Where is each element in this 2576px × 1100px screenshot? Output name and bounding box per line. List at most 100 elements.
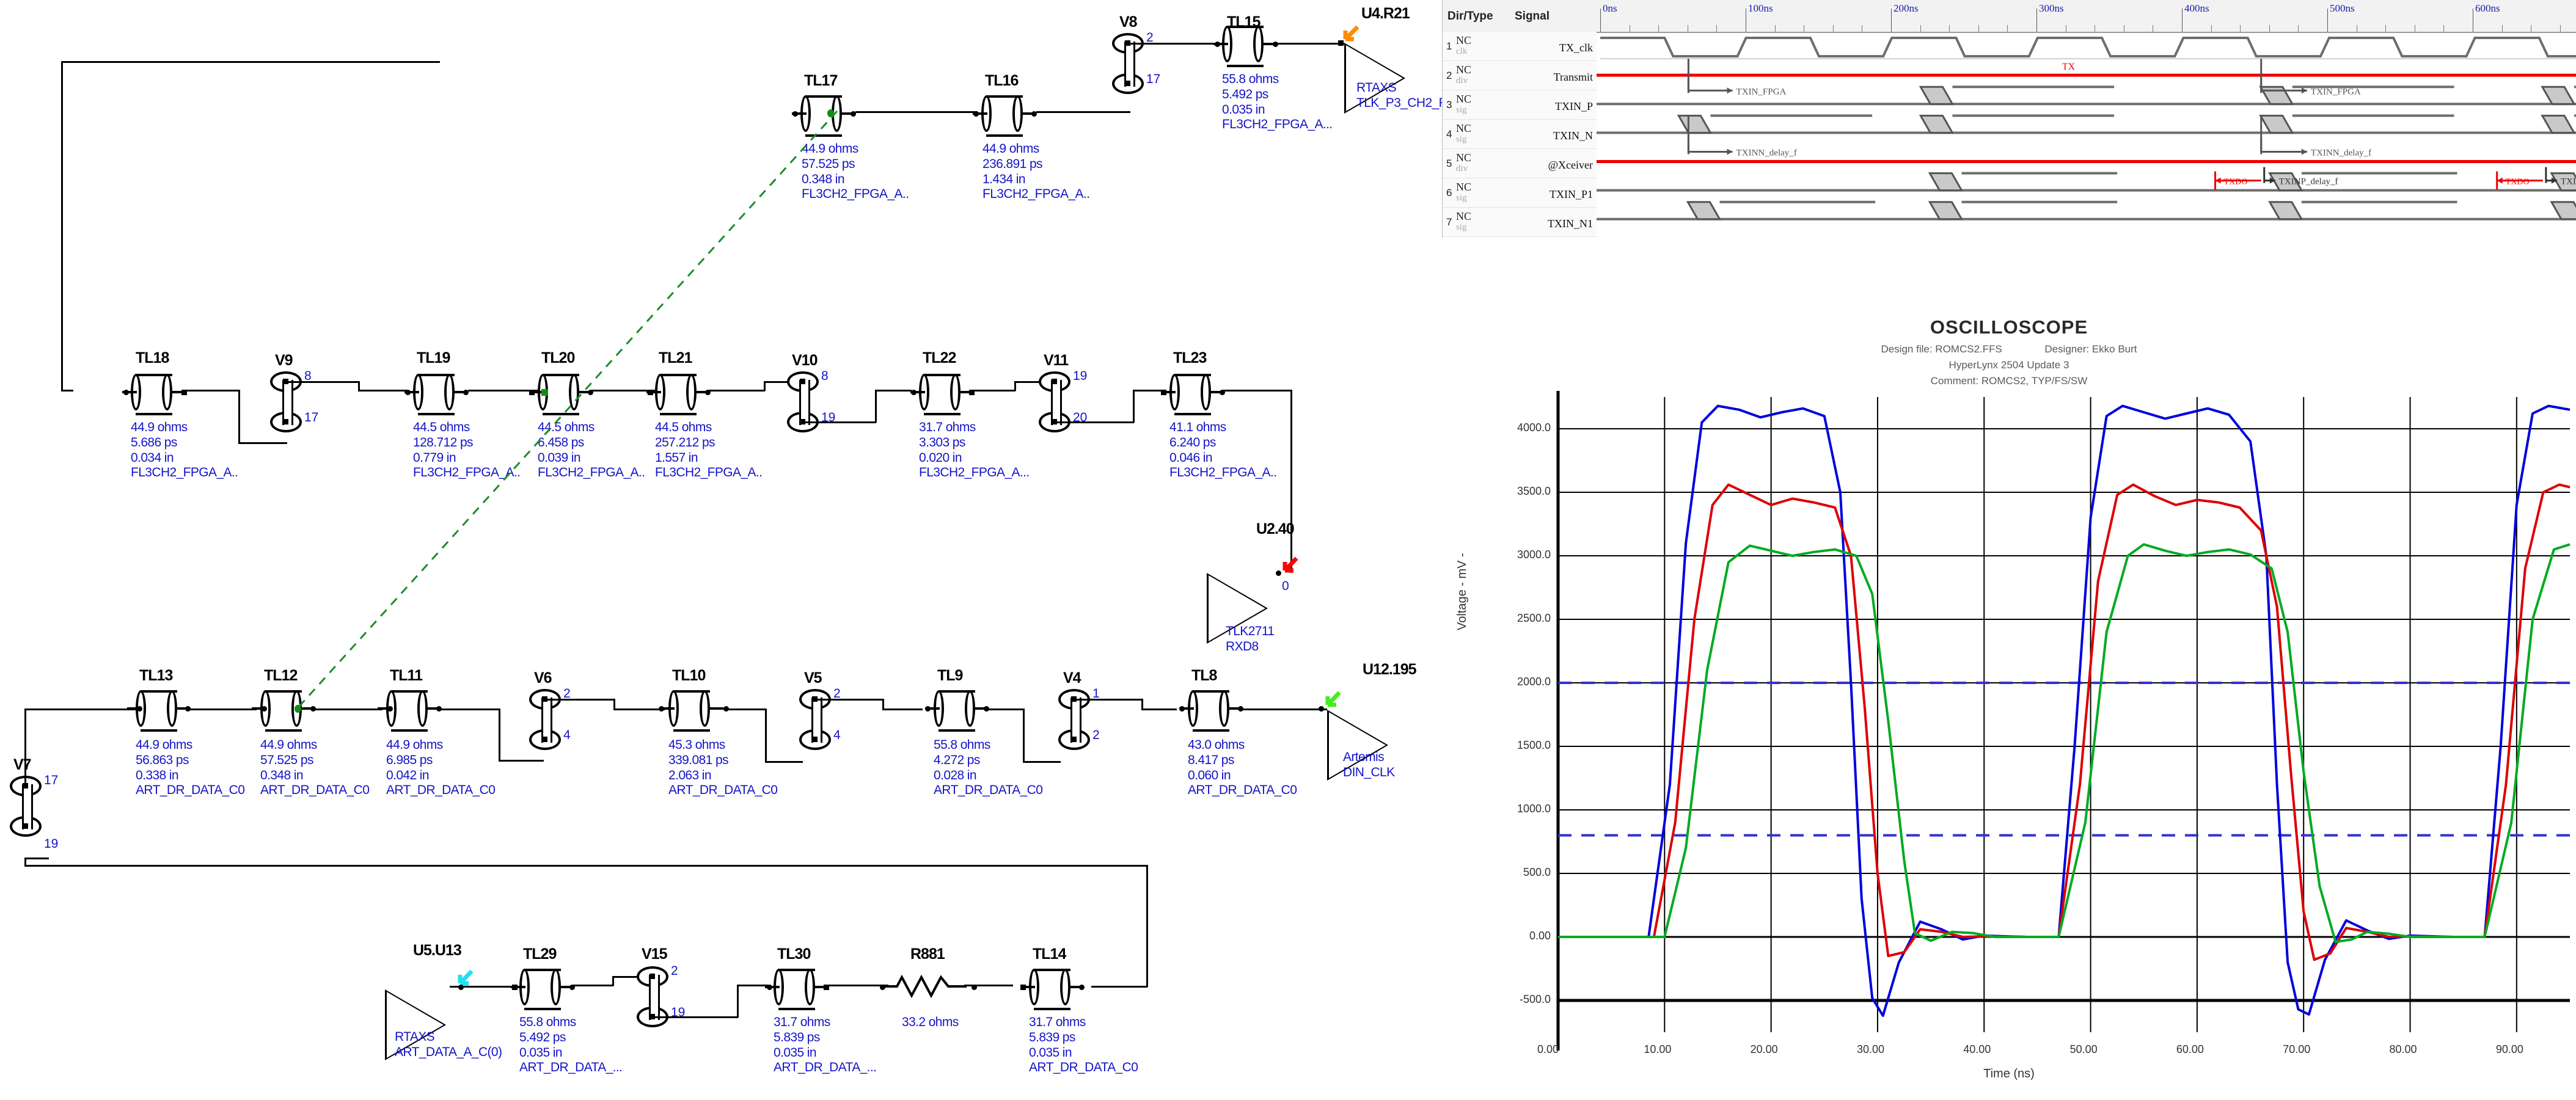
- timing-row[interactable]: 6 NC sig TXIN_P1: [1443, 178, 1597, 208]
- u12195-part: Artemis: [1343, 750, 1385, 764]
- wire: [1146, 865, 1148, 987]
- length-value: 0.020 in: [919, 450, 962, 465]
- wire: [1141, 708, 1177, 710]
- impedance-value: 44.9 ohms: [802, 142, 858, 156]
- time-minor-tick: [1774, 25, 1776, 32]
- comment-label: Comment:: [1930, 375, 1979, 387]
- length-value: 0.060 in: [1188, 768, 1231, 782]
- timing-row[interactable]: 1 NC clk TX_clk: [1443, 32, 1597, 61]
- pad: [1161, 390, 1166, 395]
- delay-value: 4.272 ps: [934, 752, 980, 767]
- v11-refdes: V11: [1044, 352, 1069, 369]
- tl17-refdes: TL17: [804, 72, 838, 89]
- v4-top-pin: 1: [1092, 687, 1100, 701]
- wire: [499, 708, 500, 761]
- tl8-symbol: [1179, 690, 1243, 732]
- time-minor-tick: [2007, 25, 2008, 32]
- length-value: 0.035 in: [1029, 1045, 1072, 1060]
- row-index: 3: [1446, 99, 1452, 111]
- r881-properties: 33.2 ohms: [902, 1015, 959, 1030]
- scope-y-tick: 1000.0: [1517, 803, 1551, 815]
- net-name: FL3CH2_FPGA_A..: [982, 187, 1090, 202]
- timing-row[interactable]: 7 NC sig TXIN_N1: [1443, 208, 1597, 237]
- timing-header: Dir/Type Signal: [1443, 0, 2576, 32]
- tl29-properties: 55.8 ohms 5.492 ps 0.035 in ART_DR_DATA_…: [519, 1015, 623, 1076]
- time-minor-tick: [1832, 25, 1834, 32]
- net-name: ART_DR_DATA_C0: [260, 783, 370, 798]
- scope-x-tick: 40.00: [1963, 1043, 1991, 1055]
- row-index: 2: [1446, 70, 1452, 81]
- scope-x-tick: 50.00: [2069, 1043, 2098, 1055]
- scope-tool-version: HyperLynx 2504 Update 3: [1948, 359, 2069, 371]
- junction-dot: [1079, 985, 1085, 990]
- wire: [803, 421, 876, 423]
- length-value: 0.042 in: [386, 768, 430, 782]
- net-name: ART_DR_DATA_...: [519, 1060, 623, 1075]
- v7-bottom-pin: 19: [44, 837, 59, 851]
- timing-waveform-area: TX TXIN_FPGA TXINN_delay_f TXIN_FPGA TXINN_d…: [1597, 37, 2576, 220]
- wire: [61, 61, 63, 391]
- net-name: FL3CH2_FPGA_A..: [802, 187, 909, 202]
- v8-refdes: V8: [1119, 13, 1138, 31]
- tl9-symbol: [925, 690, 989, 732]
- length-value: 2.063 in: [668, 768, 712, 782]
- timing-row[interactable]: 5 NC div @Xceiver: [1443, 149, 1597, 178]
- net-name: ART_DR_DATA_C0: [1029, 1060, 1138, 1075]
- v10-refdes: V10: [792, 352, 818, 369]
- delay-value: 339.081 ps: [668, 752, 729, 767]
- wire: [1223, 390, 1292, 392]
- wire: [24, 865, 1147, 867]
- svg-text:TXDO: TXDO: [2506, 177, 2530, 187]
- r881-symbol: [885, 974, 967, 999]
- net-name: ART_DR_DATA_C0: [386, 783, 496, 798]
- tl23-properties: 41.1 ohms 6.240 ps 0.046 in FL3CH2_FPGA_…: [1169, 420, 1277, 481]
- tl17-symbol: [792, 95, 855, 137]
- impedance-value: 41.1 ohms: [1169, 420, 1226, 434]
- r881-refdes: R881: [910, 945, 945, 963]
- u12195-refdes: U12.195: [1363, 661, 1417, 678]
- delay-value: 6.240 ps: [1169, 435, 1216, 450]
- wire: [1091, 986, 1147, 988]
- junction-dot: [123, 390, 129, 395]
- wire: [61, 61, 440, 63]
- wire: [313, 708, 382, 710]
- junction-dot: [1215, 42, 1220, 47]
- row-type: div: [1456, 164, 1468, 173]
- net-name: FL3CH2_FPGA_A..: [413, 465, 521, 480]
- time-major-tick: [1600, 9, 1601, 32]
- scope-y-tick: 500.0: [1523, 866, 1551, 878]
- time-major-tick: [2182, 9, 2183, 32]
- pad: [1020, 985, 1026, 990]
- time-minor-tick: [1920, 25, 1921, 32]
- scope-x-tick: 70.00: [2283, 1043, 2311, 1055]
- length-value: 0.035 in: [519, 1045, 563, 1060]
- time-tick-label: 200ns: [1894, 2, 1919, 14]
- scope-y-tick: 1500.0: [1517, 739, 1551, 751]
- scope-y-tick: 3000.0: [1517, 548, 1551, 561]
- row-index: 5: [1446, 158, 1452, 169]
- junction-dot: [1179, 706, 1185, 712]
- timing-row[interactable]: 2 NC div Transmit: [1443, 61, 1597, 90]
- wire: [1055, 421, 1134, 423]
- timing-row[interactable]: 4 NC sig TXIN_N: [1443, 120, 1597, 149]
- scope-x-tick: 30.00: [1856, 1043, 1884, 1055]
- time-minor-tick: [2298, 25, 2299, 32]
- time-major-tick: [2327, 9, 2328, 32]
- wire: [964, 985, 1013, 986]
- wire: [187, 708, 257, 710]
- junction-dot: [971, 985, 977, 990]
- timing-row[interactable]: 3 NC sig TXIN_P: [1443, 90, 1597, 120]
- scope-title: OSCILLOSCOPE: [1930, 316, 2088, 338]
- v9-refdes: V9: [275, 352, 293, 369]
- v15-top-pin: 2: [671, 964, 678, 978]
- wire: [727, 708, 766, 710]
- tl14-refdes: TL14: [1033, 945, 1066, 963]
- row-index: 7: [1446, 216, 1452, 228]
- svg-text:TXIN_FPGA: TXIN_FPGA: [1736, 87, 1787, 97]
- length-value: 0.039 in: [538, 450, 581, 465]
- net-name: FL3CH2_FPGA_A..: [131, 465, 238, 480]
- v8-bottom-pin: 17: [1146, 72, 1161, 86]
- junction-dot: [880, 985, 885, 990]
- wire: [1133, 390, 1135, 423]
- row-signal-name: TXIN_N1: [1548, 217, 1593, 230]
